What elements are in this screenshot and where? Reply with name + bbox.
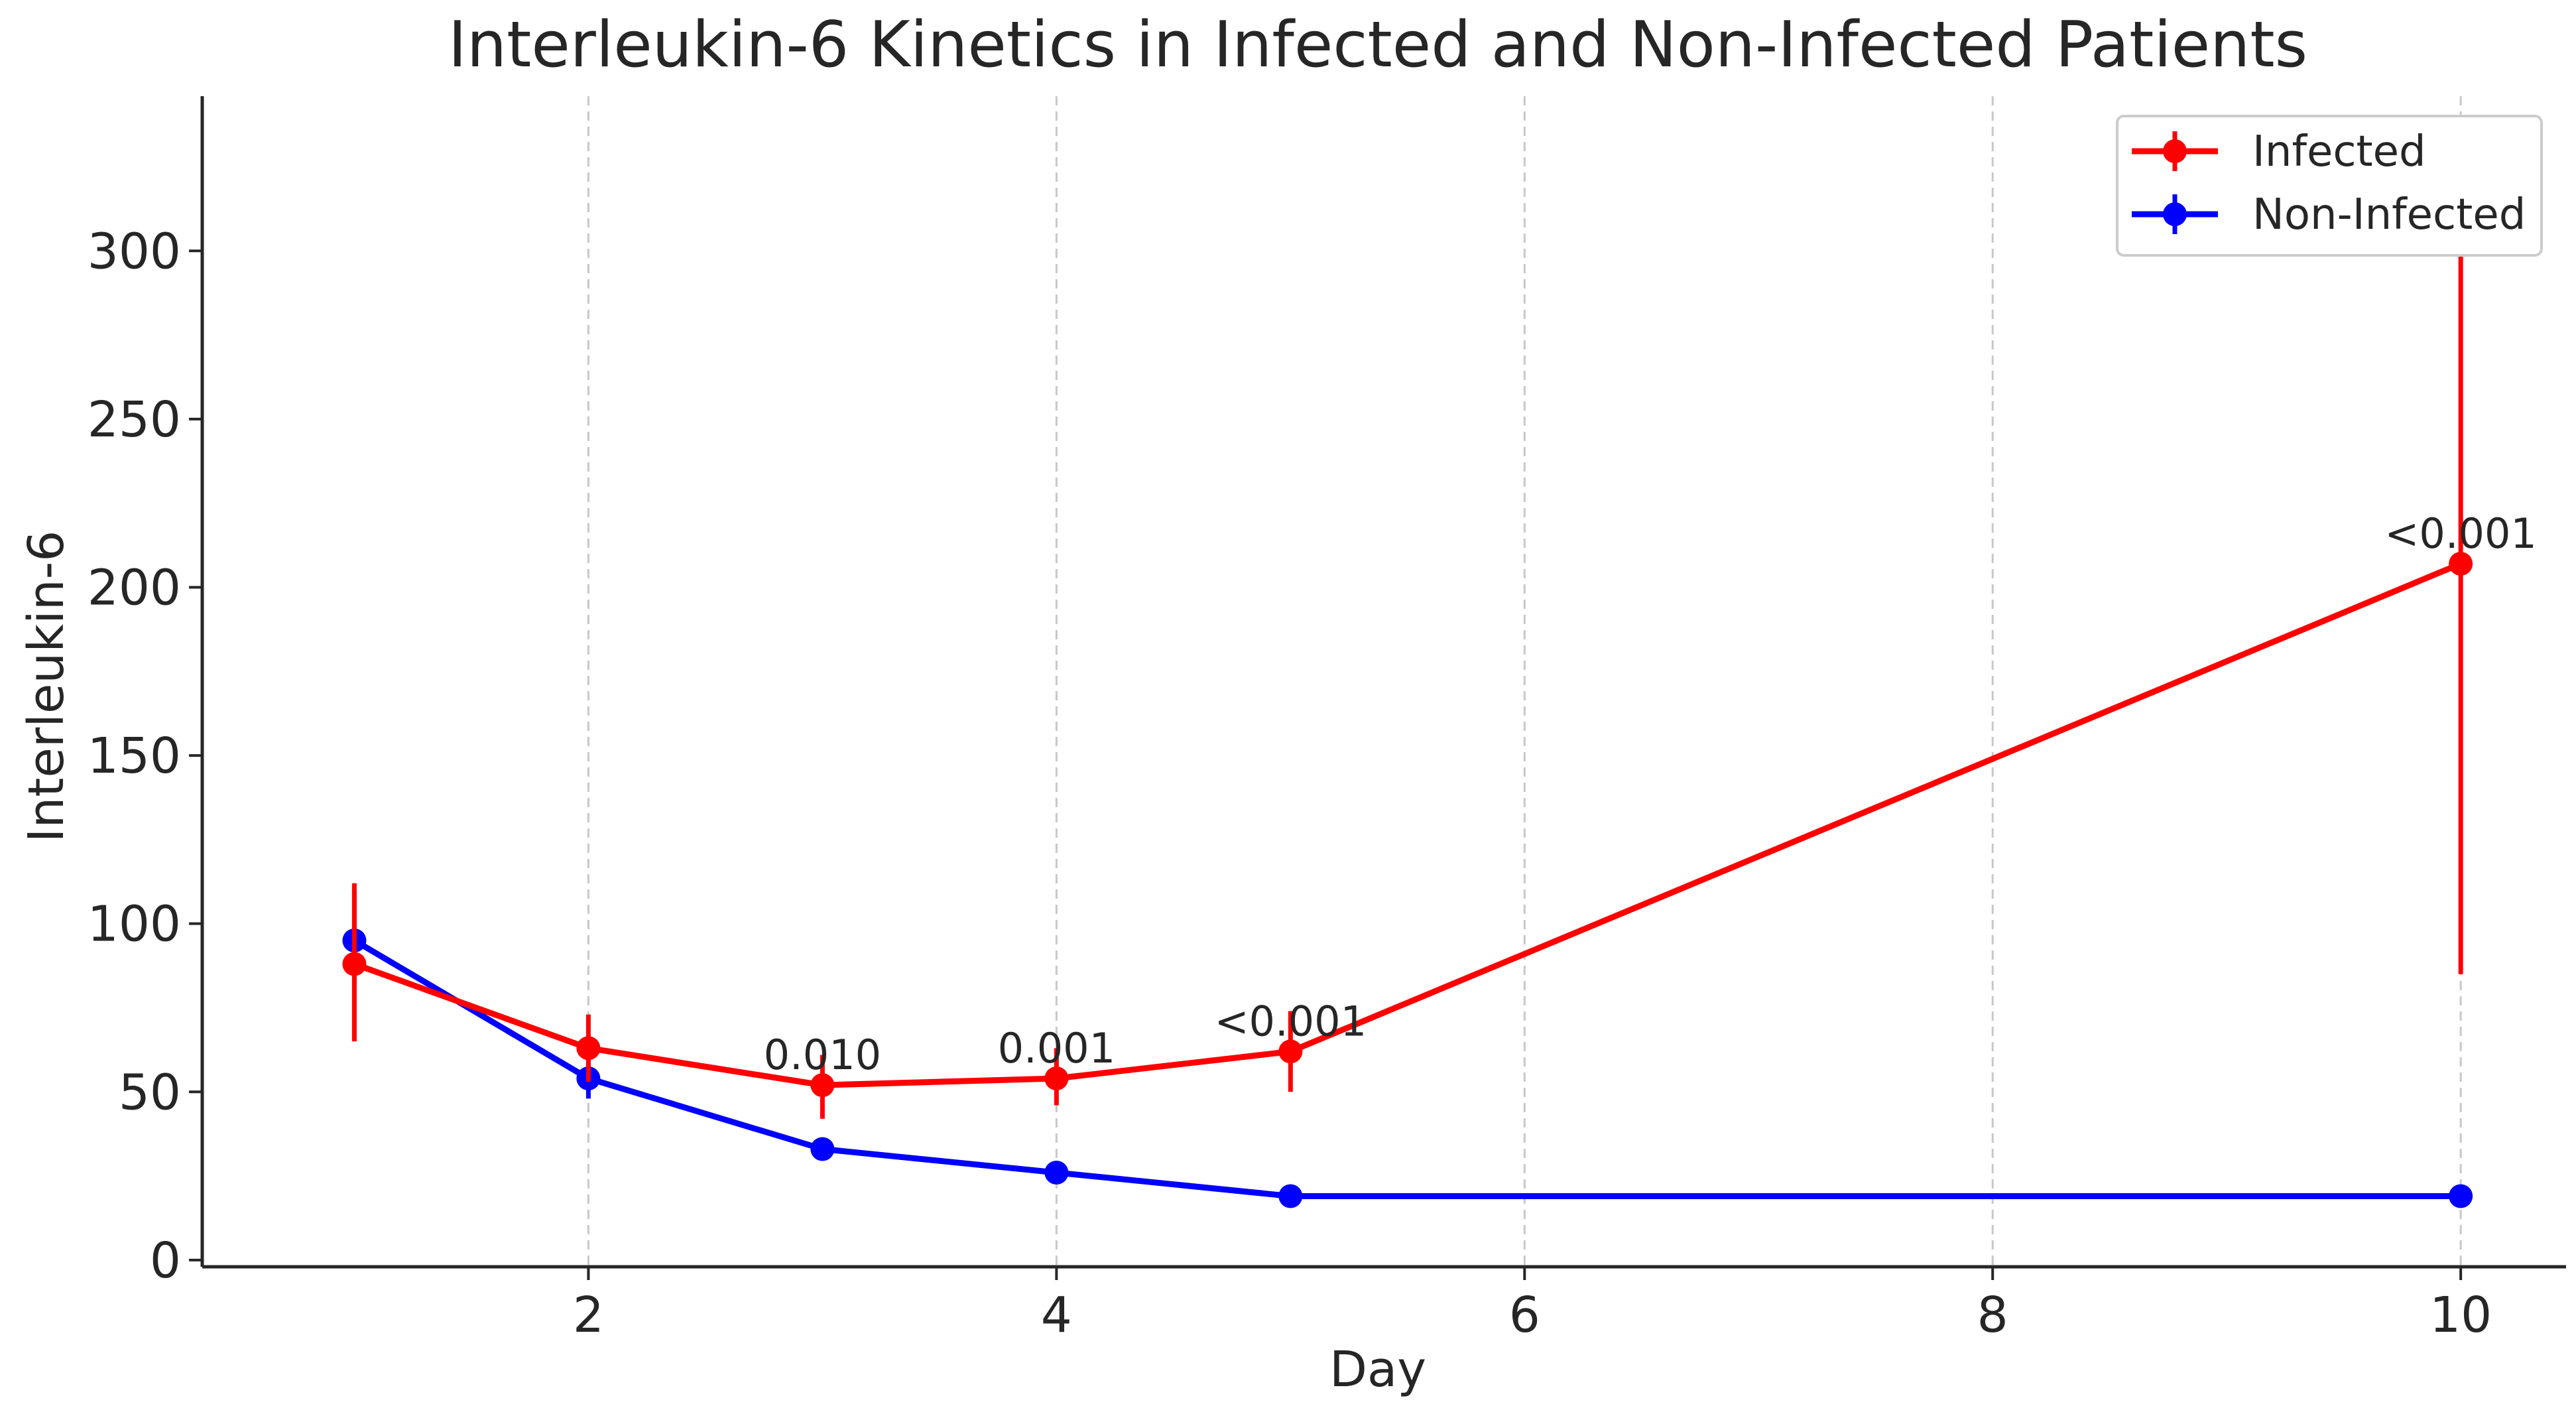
y-tick-label: 50: [119, 1064, 181, 1121]
infected-point: [1044, 1066, 1069, 1090]
legend-noninfected-marker: [2163, 202, 2187, 226]
y-axis-label: Interleukin-6: [18, 531, 75, 843]
infected-line: [353, 560, 2462, 1088]
infected-point: [1278, 1039, 1303, 1064]
legend: Infected Non-Infected: [2116, 115, 2543, 257]
series-infected: [342, 150, 2473, 1119]
infected-point: [810, 1073, 835, 1098]
y-tick-label: 300: [88, 223, 181, 280]
axes-layer: 0 50 100 150 200 250 300 2 4 6 8 10: [88, 96, 2566, 1344]
legend-noninfected-label: Non-Infected: [2252, 190, 2526, 239]
y-tick-label: 250: [88, 391, 181, 448]
x-tick-label: 8: [1977, 1287, 2008, 1344]
non-infected-point: [810, 1137, 835, 1161]
non-infected-point: [1044, 1160, 1069, 1185]
infected-point: [2449, 551, 2473, 576]
x-axis-label: Day: [1329, 1341, 1426, 1398]
non-infected-line: [353, 938, 2461, 1199]
p-value-annotation: 0.001: [998, 1024, 1116, 1072]
p-value-annotation: <0.001: [1215, 997, 1367, 1045]
x-tick-label: 4: [1041, 1287, 1072, 1344]
infected-point: [342, 952, 367, 976]
x-tick-label: 6: [1509, 1287, 1540, 1344]
x-tick-label: 2: [573, 1287, 604, 1344]
infected-point: [576, 1036, 601, 1061]
legend-frame: [2116, 115, 2543, 257]
p-value-annotation: 0.010: [764, 1031, 882, 1079]
p-value-annotation: <0.001: [2384, 509, 2536, 558]
series-layer: [342, 150, 2473, 1208]
y-tick-label: 150: [88, 728, 181, 785]
chart-title: Interleukin-6 Kinetics in Infected and N…: [448, 9, 2307, 82]
y-tick-label: 200: [88, 559, 181, 616]
non-infected-point: [2449, 1184, 2473, 1208]
series-non-infected: [342, 889, 2473, 1208]
annotation-layer: 0.010 0.001 <0.001 <0.001: [764, 509, 2537, 1079]
y-tick-label: 100: [88, 896, 181, 953]
legend-infected-marker: [2163, 139, 2187, 163]
y-tick-label: 0: [150, 1232, 181, 1289]
non-infected-point: [1278, 1184, 1303, 1208]
legend-infected-label: Infected: [2252, 127, 2426, 176]
x-tick-label: 10: [2429, 1287, 2492, 1344]
